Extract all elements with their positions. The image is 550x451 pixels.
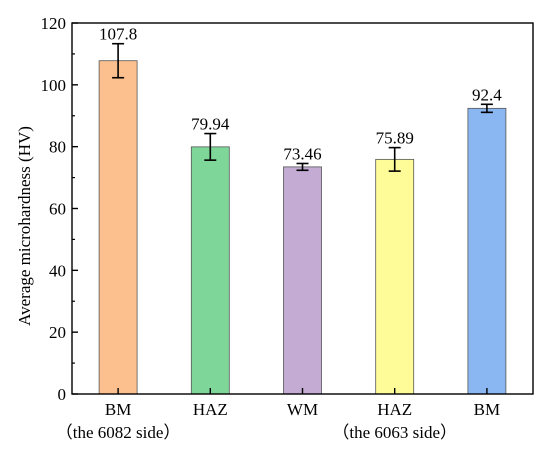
y-tick-label: 0 (58, 385, 67, 404)
x-tick-label: HAZ (377, 400, 412, 419)
bar (467, 107, 507, 395)
data-label: 73.46 (283, 144, 321, 163)
data-label: 75.89 (376, 129, 414, 148)
bar (98, 60, 138, 395)
x-tick-label: HAZ (193, 400, 228, 419)
x-tick-label: WM (287, 400, 318, 419)
data-label: 79.94 (191, 115, 230, 134)
x-tick-sublabel: （the 6082 side） (56, 423, 181, 442)
bar (190, 146, 230, 395)
y-tick-label: 20 (49, 323, 66, 342)
bar (283, 166, 322, 395)
data-label: 92.4 (472, 85, 502, 104)
bar (375, 158, 415, 395)
data-label: 107.8 (99, 25, 137, 44)
y-tick-label: 100 (41, 76, 67, 95)
y-tick-label: 80 (49, 138, 66, 157)
y-tick-label: 60 (49, 200, 66, 219)
x-tick-label: BM (474, 400, 500, 419)
y-tick-label: 120 (41, 14, 67, 33)
x-tick-sublabel: （the 6063 side） (332, 423, 457, 442)
x-tick-label: BM (105, 400, 131, 419)
y-axis-title: Average microhardness (HV) (15, 126, 34, 326)
y-tick-label: 40 (49, 261, 66, 280)
